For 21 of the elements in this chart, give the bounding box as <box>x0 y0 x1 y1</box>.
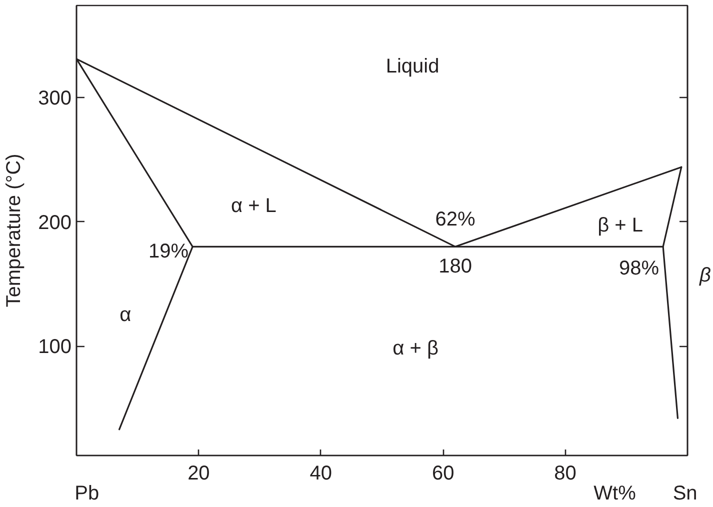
y-tick-label: 100 <box>38 336 72 358</box>
annotation: α + L <box>230 194 276 217</box>
x-tick-label: 80 <box>554 462 576 484</box>
annotation: β + L <box>598 214 643 237</box>
text: Pb <box>74 482 100 504</box>
text: Sn <box>672 482 698 504</box>
annotation: 180 <box>438 256 472 278</box>
annotation: 98% <box>619 258 660 280</box>
annotation: α + β <box>392 337 439 360</box>
x-tick-label: 20 <box>188 462 210 484</box>
annotation: 62% <box>435 208 476 231</box>
text: β <box>698 264 711 286</box>
annotation: α <box>120 304 132 326</box>
annotation: Liquid <box>386 55 440 78</box>
x-tick-label: 60 <box>432 462 454 484</box>
y-tick-label: 300 <box>38 87 72 110</box>
y-axis-title: Temperature (°C) <box>3 154 26 308</box>
y-tick-label: 200 <box>38 212 72 234</box>
x-tick-label: 40 <box>310 462 332 484</box>
annotation: 19% <box>148 240 189 263</box>
x-axis-title: Wt% <box>594 482 636 504</box>
